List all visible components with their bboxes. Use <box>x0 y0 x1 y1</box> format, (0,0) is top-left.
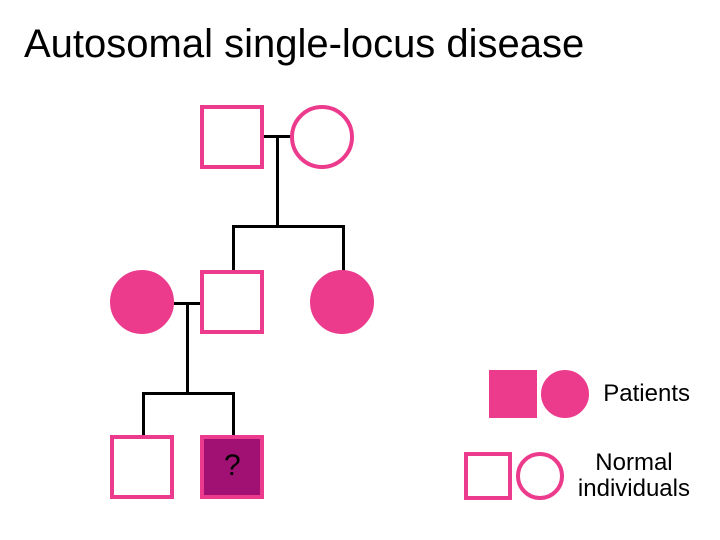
page-title: Autosomal single-locus disease <box>24 22 584 67</box>
legend-normal: Normal individuals <box>464 450 690 503</box>
pedigree-node-g1-mother <box>290 105 354 169</box>
legend-patients-label: Patients <box>603 381 690 407</box>
pedigree-node-g2-wife <box>110 270 174 334</box>
connector-line <box>232 225 235 272</box>
legend-circle-filled <box>541 370 589 418</box>
connector-line <box>232 392 235 437</box>
connector-line <box>142 392 235 395</box>
pedigree-node-g2-dau <box>310 270 374 334</box>
legend-normal-label: Normal individuals <box>578 450 690 503</box>
pedigree-node-g2-son <box>200 270 264 334</box>
connector-line <box>232 225 345 228</box>
legend-square-empty <box>464 452 512 500</box>
pedigree-node-g1-father <box>200 105 264 169</box>
pedigree-node-g3-c1 <box>110 435 174 499</box>
unknown-label: ? <box>224 449 241 483</box>
connector-line <box>342 225 345 272</box>
legend-square-filled <box>489 370 537 418</box>
connector-line <box>186 302 189 394</box>
legend-circle-empty <box>516 452 564 500</box>
connector-line <box>276 135 279 227</box>
pedigree-diagram: ? <box>100 105 400 525</box>
connector-line <box>142 392 145 437</box>
legend-patients: Patients <box>489 370 690 418</box>
